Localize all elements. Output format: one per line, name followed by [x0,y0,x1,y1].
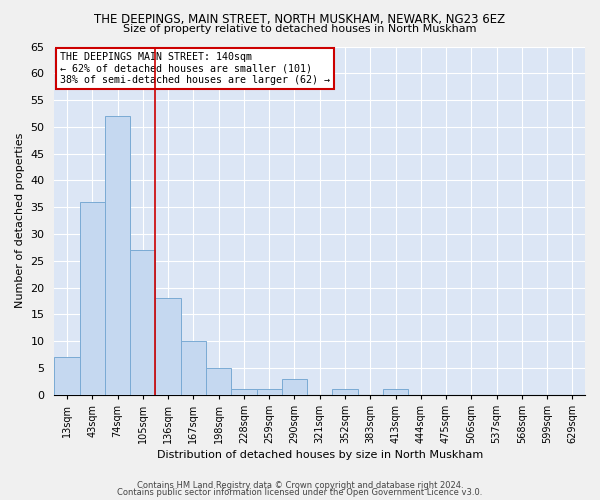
Bar [80,202,105,394]
Y-axis label: Number of detached properties: Number of detached properties [15,133,25,308]
Bar [155,298,181,394]
Text: THE DEEPINGS, MAIN STREET, NORTH MUSKHAM, NEWARK, NG23 6EZ: THE DEEPINGS, MAIN STREET, NORTH MUSKHAM… [94,12,506,26]
Bar [105,116,130,394]
Bar [55,357,80,395]
Bar [383,390,408,394]
X-axis label: Distribution of detached houses by size in North Muskham: Distribution of detached houses by size … [157,450,483,460]
Bar [130,250,155,394]
Text: Contains HM Land Registry data © Crown copyright and database right 2024.: Contains HM Land Registry data © Crown c… [137,480,463,490]
Bar [181,341,206,394]
Bar [257,390,282,394]
Bar [231,390,257,394]
Bar [332,390,358,394]
Bar [206,368,231,394]
Text: Size of property relative to detached houses in North Muskham: Size of property relative to detached ho… [123,24,477,34]
Bar [282,378,307,394]
Text: Contains public sector information licensed under the Open Government Licence v3: Contains public sector information licen… [118,488,482,497]
Text: THE DEEPINGS MAIN STREET: 140sqm
← 62% of detached houses are smaller (101)
38% : THE DEEPINGS MAIN STREET: 140sqm ← 62% o… [60,52,330,85]
